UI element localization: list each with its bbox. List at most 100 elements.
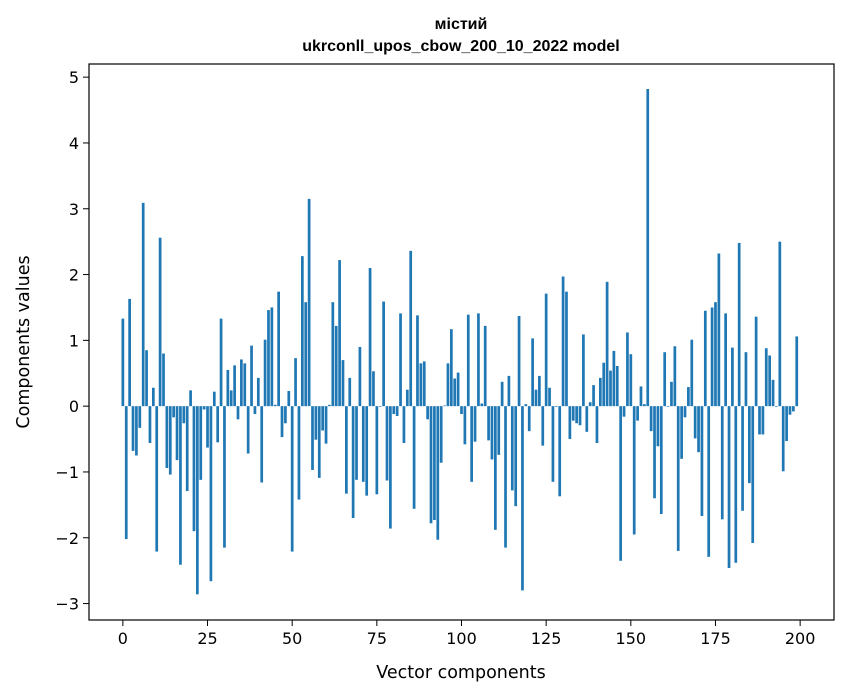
plot-frame: [88, 63, 835, 621]
bar: [185, 406, 189, 492]
bar: [263, 339, 267, 407]
bar: [212, 391, 216, 407]
bar: [527, 406, 531, 432]
y-tick-label: −3: [55, 595, 79, 614]
bar: [524, 404, 528, 407]
bar: [145, 350, 148, 407]
bar: [622, 406, 626, 417]
bar: [768, 355, 772, 407]
y-tick-label: 5: [69, 68, 79, 87]
bar: [561, 276, 565, 407]
bar: [534, 389, 538, 407]
bar: [473, 406, 477, 442]
bar: [392, 406, 396, 415]
bar: [717, 253, 721, 407]
bar: [731, 347, 734, 407]
bar: [453, 378, 457, 407]
bar: [504, 406, 507, 548]
x-axis-ticks: 0 25 50 75 100 125 150 175 200: [118, 620, 815, 648]
x-tick-label: 125: [531, 629, 562, 648]
bar: [751, 406, 755, 544]
x-tick-label: 75: [367, 629, 387, 648]
bar: [121, 318, 125, 407]
bar: [697, 406, 700, 453]
bar: [571, 406, 575, 421]
bar: [494, 406, 497, 530]
bar: [338, 260, 341, 407]
bar: [233, 365, 236, 407]
bar: [673, 346, 677, 407]
bar: [155, 406, 159, 552]
bar: [483, 325, 487, 407]
bar: [663, 352, 667, 407]
y-tick-label: 3: [69, 200, 79, 219]
bar: [758, 406, 761, 435]
y-tick-label: 1: [69, 331, 79, 350]
bar: [389, 406, 392, 529]
bar: [480, 403, 484, 407]
bar: [785, 406, 788, 442]
bar: [250, 345, 253, 407]
bar: [490, 406, 494, 460]
bar: [443, 405, 446, 407]
bar: [517, 316, 521, 407]
bar: [700, 406, 704, 517]
y-tick-label: 2: [69, 266, 79, 285]
bar: [409, 250, 413, 407]
bar: [598, 377, 602, 407]
bar: [372, 371, 375, 407]
bar: [199, 406, 203, 480]
bar: [548, 387, 551, 407]
bar: [273, 404, 277, 407]
y-tick-label: −1: [55, 463, 79, 482]
bar: [378, 406, 382, 407]
bar: [680, 406, 683, 459]
bar: [639, 386, 643, 407]
bar: [348, 377, 352, 407]
bar: [124, 406, 128, 540]
bar: [267, 310, 270, 407]
chart-subtitle: ukrconll_upos_cbow_200_10_2022 model: [302, 38, 619, 55]
bar: [792, 406, 795, 412]
bar: [189, 390, 192, 407]
bar: [582, 334, 585, 407]
bar: [605, 281, 609, 407]
bar: [592, 385, 595, 407]
x-tick-label: 100: [446, 629, 477, 648]
bar: [558, 406, 562, 497]
bar: [538, 375, 541, 407]
bar: [710, 307, 714, 407]
bar: [500, 381, 504, 407]
bar: [358, 346, 362, 407]
bar: [670, 381, 673, 407]
bar: [334, 325, 338, 407]
bar: [578, 406, 582, 426]
bar: [615, 366, 619, 407]
bar: [165, 406, 169, 468]
bar: [585, 406, 589, 432]
bar: [226, 369, 230, 407]
y-axis-ticks: −3 −2 −1 0 1 2 3 4 5: [55, 68, 89, 614]
bar: [595, 406, 599, 443]
bar: [412, 406, 416, 509]
bar: [449, 329, 453, 407]
bar: [321, 406, 325, 431]
bar: [175, 406, 179, 461]
bar: [304, 302, 308, 407]
bar: [653, 406, 656, 499]
bar: [256, 377, 260, 407]
bar: [656, 406, 660, 447]
bar: [297, 406, 301, 500]
bar: [775, 406, 778, 407]
bar: [541, 406, 545, 446]
bar: [460, 406, 463, 415]
bar: [294, 358, 297, 407]
bar: [554, 406, 558, 407]
bar: [172, 406, 176, 418]
bar: [382, 301, 385, 407]
x-axis-label: Vector components: [376, 663, 545, 683]
x-tick-label: 175: [700, 629, 731, 648]
bar: [138, 406, 142, 428]
bar: [206, 406, 209, 448]
bar: [260, 406, 264, 483]
